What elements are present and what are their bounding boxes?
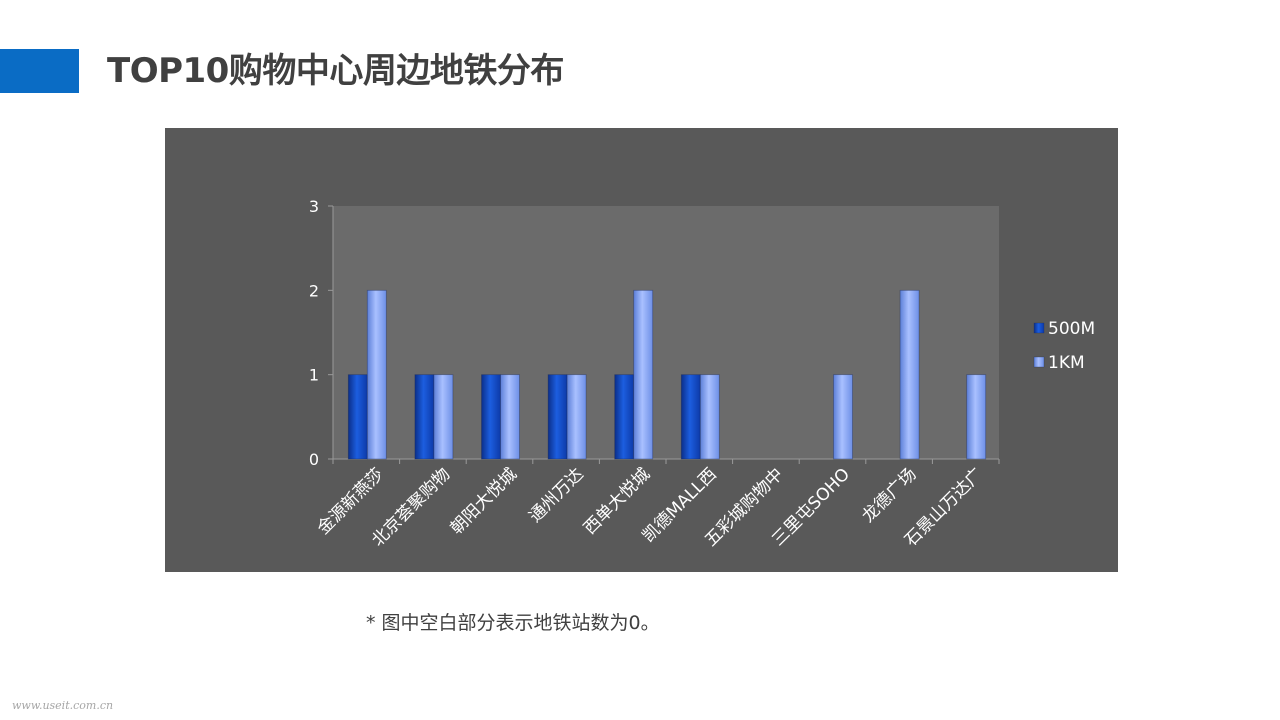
legend-swatch-500m <box>1033 322 1045 334</box>
bar-500m <box>347 374 368 460</box>
bar-1km <box>500 374 520 460</box>
footnote: * 图中空白部分表示地铁站数为0。 <box>366 612 660 634</box>
bar-500m <box>481 374 501 460</box>
y-tick-label: 3 <box>309 197 319 216</box>
y-tick-label: 0 <box>309 450 319 469</box>
bar-1km <box>366 289 387 460</box>
bar-1km <box>899 289 920 460</box>
bar-1km <box>566 374 587 460</box>
bar-500m <box>414 374 435 460</box>
bar-500m <box>614 374 635 460</box>
title-accent-bar <box>0 49 79 93</box>
watermark: www.useit.com.cn <box>12 699 114 712</box>
bar-500m <box>547 374 568 460</box>
bar-1km <box>833 374 853 460</box>
x-category-label: 朝阳大悦城 <box>447 464 521 538</box>
legend-swatch-1km <box>1033 356 1045 368</box>
y-tick-label: 1 <box>309 366 319 385</box>
legend-label-500m: 500M <box>1048 319 1095 339</box>
y-tick-label: 2 <box>309 281 319 300</box>
x-category-label: 通州万达 <box>525 464 587 526</box>
bar-1km <box>699 374 720 460</box>
bar-1km <box>966 374 987 460</box>
x-category-label: 龙德广场 <box>858 464 920 526</box>
chart-panel: 0 1 2 3 金源新燕莎 北京荟聚购物 朝阳大悦城 通州万达 西单大悦城 凯德MALL西 五彩城购… <box>165 128 1118 572</box>
slide-title: TOP10购物中心周边地铁分布 <box>107 51 564 91</box>
bar-1km <box>633 289 654 460</box>
legend-label-1km: 1KM <box>1048 353 1085 373</box>
bar-1km <box>433 374 454 460</box>
bar-500m <box>680 374 701 460</box>
